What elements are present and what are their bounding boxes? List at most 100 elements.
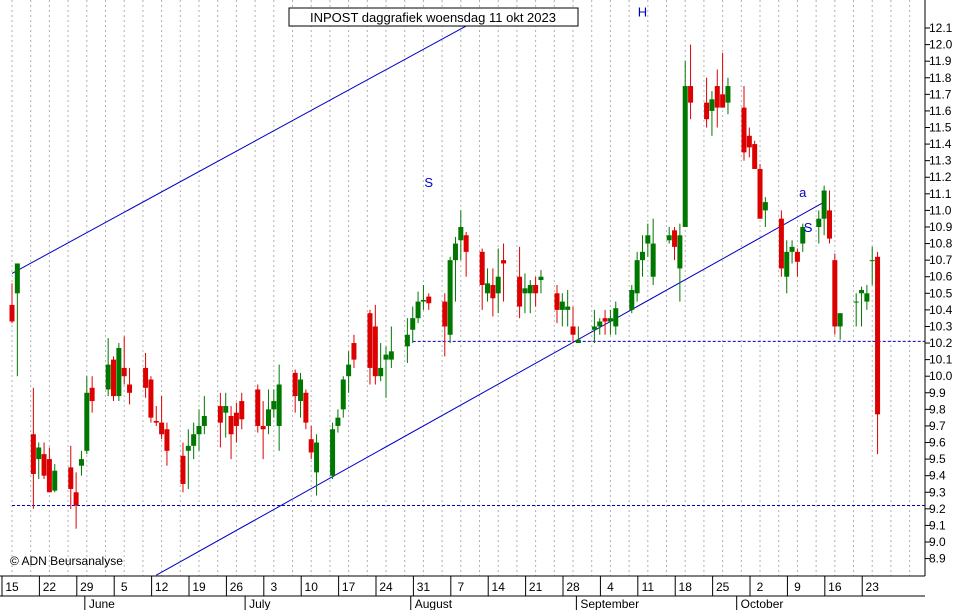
chart-title-text: INPOST daggrafiek woensdag 11 okt 2023 xyxy=(310,10,556,25)
candle-body xyxy=(826,210,832,239)
candle-body xyxy=(9,304,15,322)
candle xyxy=(148,376,154,423)
candle-body xyxy=(875,256,881,415)
candle xyxy=(233,402,239,443)
candle-body xyxy=(522,288,528,294)
candle xyxy=(826,190,832,244)
annotation-3: S xyxy=(804,220,813,235)
x-tick-label: 2 xyxy=(757,580,764,594)
x-tick-label: 21 xyxy=(529,580,543,594)
candle-body xyxy=(709,99,715,111)
candle xyxy=(602,309,608,335)
y-tick-label: 9.5 xyxy=(929,452,946,466)
candle-body xyxy=(127,384,133,393)
candle xyxy=(127,367,133,405)
candle-body xyxy=(784,251,790,277)
x-tick-label: 5 xyxy=(121,580,128,594)
candle xyxy=(677,223,683,302)
candle-body xyxy=(308,439,314,453)
candle-body xyxy=(30,434,36,475)
candle-body xyxy=(292,372,298,397)
candle-body xyxy=(255,389,261,426)
x-tick-label: 25 xyxy=(716,580,730,594)
candle xyxy=(378,343,384,382)
candle xyxy=(591,309,597,344)
candle-body xyxy=(447,260,453,335)
candle-body xyxy=(383,354,389,360)
candle-body xyxy=(597,321,603,327)
y-tick-label: 9.4 xyxy=(929,469,946,483)
y-tick-label: 10.4 xyxy=(929,303,953,317)
candle-body xyxy=(314,442,320,473)
candle-body xyxy=(527,285,533,294)
candle-body xyxy=(575,339,581,344)
candle-body xyxy=(52,470,58,491)
candle xyxy=(153,406,159,426)
candle xyxy=(816,210,822,244)
candle xyxy=(741,86,747,161)
candle xyxy=(308,425,314,460)
candle xyxy=(452,236,458,302)
candle xyxy=(228,406,234,460)
candle xyxy=(565,289,571,327)
candle-body xyxy=(570,326,576,335)
candle xyxy=(672,226,678,261)
candle-body xyxy=(36,447,42,460)
candle xyxy=(752,140,758,169)
candle-body xyxy=(533,285,539,294)
candle xyxy=(714,69,720,128)
candle xyxy=(298,372,304,418)
candle-body xyxy=(853,301,859,303)
candle xyxy=(666,226,672,244)
candle-body xyxy=(148,379,154,418)
candle-body xyxy=(666,235,672,241)
x-tick-label: 7 xyxy=(457,580,464,594)
annotation-0: S xyxy=(424,175,433,190)
candle xyxy=(314,434,320,496)
trendline-1 xyxy=(156,201,825,576)
candle xyxy=(704,77,710,128)
candle-body xyxy=(517,276,523,307)
candle xyxy=(260,401,266,460)
candle xyxy=(607,309,613,335)
candle xyxy=(52,464,58,493)
candle-body xyxy=(46,459,52,493)
candle-body xyxy=(89,387,95,402)
candle-body xyxy=(351,343,357,360)
candle xyxy=(255,384,261,433)
candle-body xyxy=(426,296,432,304)
candle-body xyxy=(495,276,501,294)
candle-body xyxy=(757,168,763,219)
x-axis: 15 22 29 5 12 19 26 3 10 17 24 31 7 14 21 28 4 11 18 25 2 9 16… xyxy=(1,576,879,610)
candle xyxy=(639,235,645,277)
candle xyxy=(159,396,165,440)
y-tick-label: 9.0 xyxy=(929,535,946,549)
y-tick-label: 11.7 xyxy=(929,87,952,101)
candle-body xyxy=(68,467,74,489)
candle xyxy=(410,306,416,344)
candle-body xyxy=(367,313,373,368)
candle-body xyxy=(794,251,800,262)
candle-body xyxy=(645,235,651,244)
candle-body xyxy=(217,406,223,423)
x-tick-label: 11 xyxy=(642,580,655,594)
candle xyxy=(383,346,389,398)
y-tick-label: 10.9 xyxy=(929,220,953,234)
y-axis: 8.9 9.0 9.1 9.2 9.3 9.4 9.5 9.6 9.7 9.8 9.9 10.0 10.… xyxy=(925,21,953,566)
candle-body xyxy=(538,276,544,281)
y-tick-label: 8.9 xyxy=(929,552,946,566)
y-tick-label: 9.2 xyxy=(929,502,946,516)
candle-body xyxy=(607,318,613,322)
candle-body xyxy=(84,392,90,451)
candle-body xyxy=(864,293,870,302)
candle xyxy=(821,185,827,236)
candle-body xyxy=(372,326,378,377)
y-tick-label: 11.0 xyxy=(929,203,952,217)
chart-title: INPOST daggrafiek woensdag 11 okt 2023 xyxy=(288,7,579,27)
candle-body xyxy=(415,301,421,319)
candle-body xyxy=(73,492,79,506)
x-tick-label: 3 xyxy=(270,580,277,594)
candle xyxy=(303,389,309,430)
candle-body xyxy=(789,246,795,252)
x-tick-label: 18 xyxy=(679,580,693,594)
